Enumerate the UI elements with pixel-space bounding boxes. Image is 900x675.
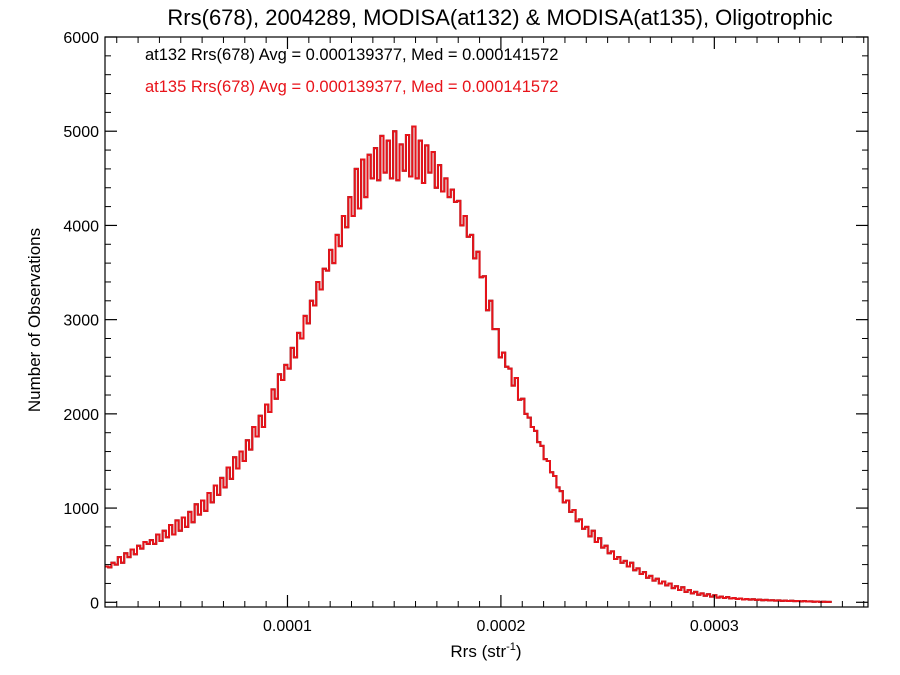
- x-axis-label-end: ): [516, 642, 522, 661]
- y-axis-label: Number of Observations: [25, 228, 44, 412]
- y-tick-label: 4000: [63, 218, 99, 235]
- y-tick-label: 6000: [63, 30, 99, 47]
- y-tick-label: 1000: [63, 501, 99, 518]
- chart-title: Rrs(678), 2004289, MODISA(at132) & MODIS…: [167, 5, 832, 30]
- plot-frame: [104, 36, 869, 608]
- histogram-series-at135: [105, 125, 832, 603]
- y-tick-label: 2000: [63, 407, 99, 424]
- y-tick-label: 3000: [63, 313, 99, 330]
- plot-area: 0 1000 2000 3000 4000 5000 6000 0.0001 0.0002 0.0…: [63, 30, 869, 635]
- x-tick-label: 0.0001: [263, 618, 312, 635]
- x-axis-label-superscript: -1: [506, 641, 516, 653]
- legend: at132 Rrs(678) Avg = 0.000139377, Med = …: [145, 46, 558, 96]
- x-tick-label: 0.0002: [476, 618, 525, 635]
- x-axis-label: Rrs (str-1): [450, 641, 521, 661]
- legend-entry-at132: at132 Rrs(678) Avg = 0.000139377, Med = …: [145, 46, 558, 64]
- y-tick-label: 5000: [63, 124, 99, 141]
- y-tick-label: 0: [90, 595, 99, 612]
- histogram-series-at132: [105, 125, 832, 603]
- x-tick-label: 0.0003: [690, 618, 739, 635]
- x-axis-label-base: Rrs (str: [450, 642, 506, 661]
- legend-entry-at135: at135 Rrs(678) Avg = 0.000139377, Med = …: [145, 78, 558, 96]
